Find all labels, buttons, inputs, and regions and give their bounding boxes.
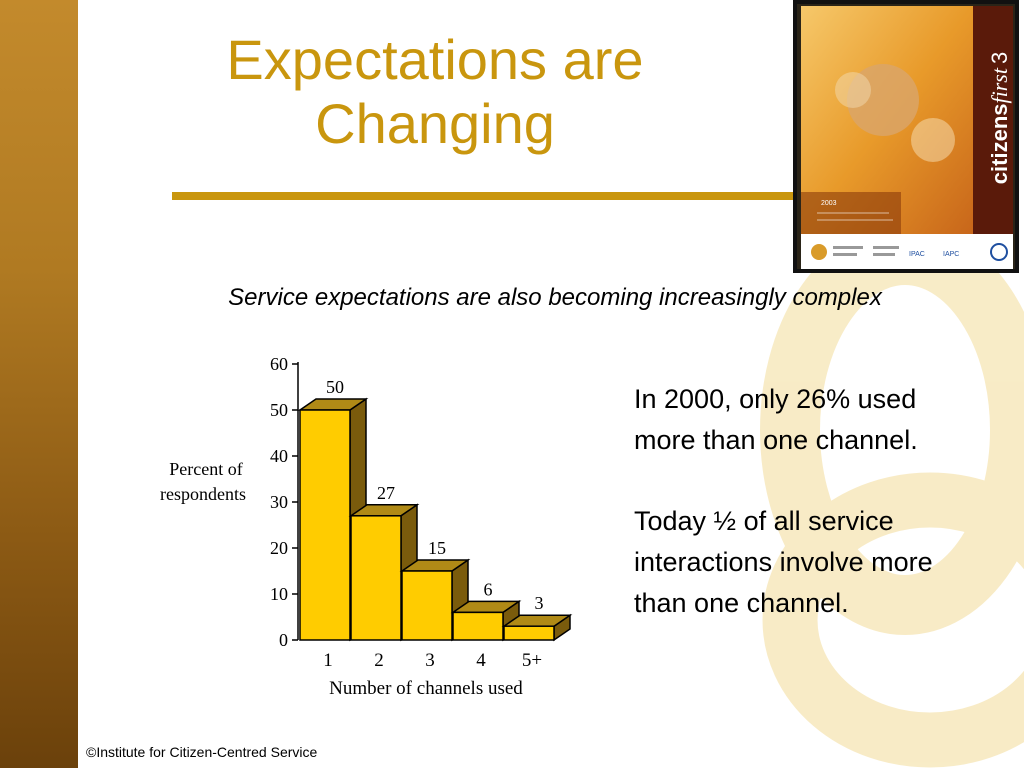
- y-axis-label-line-1: Percent of: [169, 459, 242, 479]
- bar-front-5+: [503, 625, 555, 641]
- subtitle-text: Service expectations are also becoming i…: [228, 284, 882, 311]
- note-2000: In 2000, only 26% used more than one cha…: [634, 384, 918, 455]
- copyright-footer: ©Institute for Citizen-Centred Service: [86, 744, 318, 760]
- title-underline: [172, 192, 797, 200]
- bar-front-4: [452, 611, 504, 641]
- data-label-5+: 3: [535, 593, 544, 613]
- title-line-2: Changing: [315, 92, 555, 155]
- data-label-2: 27: [377, 483, 395, 503]
- bar-3: 15: [399, 538, 471, 642]
- note-today: Today ½ of all service interactions invo…: [634, 506, 933, 618]
- data-label-3: 15: [428, 538, 446, 558]
- svg-text:citizensfirst3: citizensfirst 3: [987, 52, 1012, 184]
- cover-brand-number: 3: [987, 52, 1012, 64]
- data-label-1: 50: [326, 377, 344, 397]
- title-line-1: Expectations are: [226, 28, 644, 91]
- x-tick-label-5+: 5+: [522, 650, 542, 671]
- x-tick-label-3: 3: [425, 650, 435, 671]
- cover-year: 2003: [821, 200, 837, 207]
- bar-1: 50: [297, 377, 369, 642]
- x-tick-label-1: 1: [323, 650, 333, 671]
- y-axis-label-line-2: respondents: [160, 484, 246, 504]
- bar-front-3: [401, 570, 453, 641]
- y-tick-label-50: 50: [270, 400, 288, 420]
- slide-subtitle: Service expectations are also becoming i…: [0, 284, 1024, 312]
- cover-logo-iapc: IAPC: [943, 251, 959, 258]
- bar-chart: 50 27 15 6 3 0 10 20 30 40 50 60 1 2 3 4 5+ Percent of…: [160, 354, 573, 699]
- y-tick-label-30: 30: [270, 492, 288, 512]
- bar-front-1: [299, 409, 351, 641]
- cover-brand: citizens: [987, 104, 1012, 185]
- y-tick-label-10: 10: [270, 584, 288, 604]
- y-tick-label-40: 40: [270, 446, 288, 466]
- bar-5+: 3: [501, 593, 573, 642]
- x-axis-label: Number of channels used: [329, 678, 523, 699]
- y-tick-label-60: 60: [270, 354, 288, 374]
- x-tick-label-4: 4: [476, 650, 486, 671]
- slide-title: Expectations are Changing: [170, 28, 700, 156]
- left-accent-bar: [0, 0, 78, 768]
- x-tick-label-2: 2: [374, 650, 384, 671]
- cover-brand-italic: first: [987, 67, 1012, 103]
- y-tick-label-0: 0: [279, 630, 288, 650]
- report-cover-image: 2003 IPAC IAPC citizensfirst 3: [793, 0, 1019, 273]
- y-tick-label-20: 20: [270, 538, 288, 558]
- cover-logo-ipac: IPAC: [909, 251, 925, 258]
- data-label-4: 6: [484, 579, 493, 599]
- notes-panel: In 2000, only 26% used more than one cha…: [634, 379, 964, 664]
- bar-front-2: [350, 515, 402, 641]
